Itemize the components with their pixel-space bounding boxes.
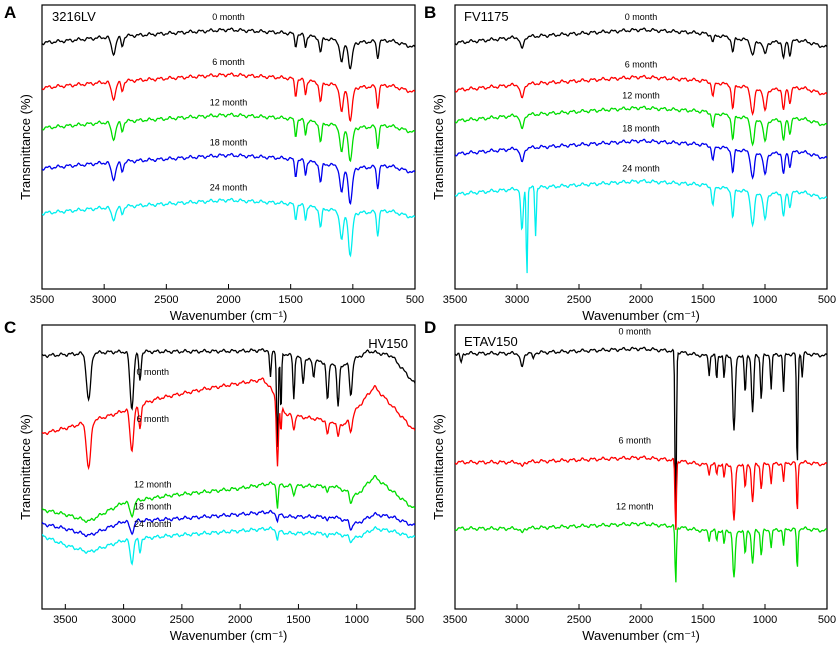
plot-frame [454, 4, 828, 290]
x-tick-label: 3000 [111, 614, 135, 626]
x-tick-label: 3000 [505, 614, 529, 626]
plot-frame [454, 324, 828, 610]
x-tick-label: 3000 [92, 294, 116, 306]
series-line-0-month [455, 346, 827, 528]
x-tick-label: 3000 [505, 294, 529, 306]
series-label: 6 month [619, 435, 652, 445]
x-axis-label: Wavenumber (cm⁻¹) [170, 308, 288, 323]
series-line-12-month [455, 105, 827, 147]
x-axis-label: Wavenumber (cm⁻¹) [170, 628, 288, 643]
series-line-24-month [42, 197, 415, 258]
sample-title: ETAV150 [464, 334, 518, 349]
x-tick-label: 3500 [443, 294, 467, 306]
series-line-18-month [42, 509, 415, 538]
panel-C: C HV150 3500 3000 2500 2000 1500 1000 500 Wavenum… [4, 318, 424, 643]
y-axis-label: Transmittance (%) [18, 94, 33, 200]
y-axis-label: Transmittance (%) [18, 414, 33, 520]
x-tick-label: 500 [406, 614, 424, 626]
x-tick-label: 2500 [170, 614, 194, 626]
series-line-18-month [455, 138, 827, 180]
series-label: 12 month [134, 479, 172, 489]
series-line-0-month [455, 27, 827, 60]
series-label: 24 month [210, 183, 248, 193]
series-label: 12 month [622, 90, 660, 100]
x-tick-label: 3500 [30, 294, 54, 306]
y-axis-label: Transmittance (%) [431, 94, 446, 200]
x-tick-label: 2500 [567, 294, 591, 306]
series-line-12-month [42, 112, 415, 163]
x-tick-label: 1000 [341, 294, 365, 306]
traces [42, 348, 415, 566]
x-tick-label: 1500 [278, 294, 302, 306]
series-label: 0 month [212, 12, 245, 22]
series-label: 18 month [210, 138, 248, 148]
series-line-6-month [455, 455, 827, 530]
series-label: 0 month [136, 367, 169, 377]
x-tick-label: 2000 [228, 614, 252, 626]
series-label: 6 month [625, 60, 658, 70]
panel-letter: C [4, 318, 16, 337]
panel-D: D ETAV150 3500 3000 2500 2000 1500 1000 500 Waven… [424, 318, 836, 643]
x-tick-label: 500 [406, 294, 424, 306]
series-line-0-month [42, 348, 415, 448]
x-axis-label: Wavenumber (cm⁻¹) [582, 308, 700, 323]
series-label: 12 month [616, 502, 654, 512]
series-label: 18 month [622, 123, 660, 133]
series-line-0-month [42, 27, 415, 70]
x-tick-label: 2500 [154, 294, 178, 306]
series-label: 18 month [134, 501, 172, 511]
x-tick-label: 3500 [443, 614, 467, 626]
x-tick-label: 2000 [216, 294, 240, 306]
series-label: 12 month [210, 97, 248, 107]
sample-title: FV1175 [464, 9, 509, 24]
series-line-6-month [42, 72, 415, 123]
x-tick-label: 1500 [691, 294, 715, 306]
x-tick-label: 500 [818, 614, 836, 626]
series-label: 6 month [136, 414, 169, 424]
x-tick-label: 1000 [344, 614, 368, 626]
x-tick-label: 1500 [286, 614, 310, 626]
series-label: 0 month [619, 326, 652, 336]
x-tick-label: 2000 [629, 614, 653, 626]
panel-B: B FV1175 3500 3000 2500 2000 1500 1000 500 Wavenu… [424, 3, 836, 323]
series-line-18-month [42, 152, 415, 205]
series-line-24-month [42, 525, 415, 566]
x-tick-label: 1500 [691, 614, 715, 626]
series-label: 6 month [212, 57, 245, 67]
traces [455, 27, 827, 274]
series-line-6-month [455, 74, 827, 116]
x-tick-label: 2000 [629, 294, 653, 306]
panel-letter: D [424, 318, 436, 337]
series-line-24-month [455, 178, 827, 274]
sample-title: 3216LV [52, 9, 96, 24]
series-line-6-month [42, 377, 415, 471]
x-tick-label: 3500 [53, 614, 77, 626]
x-axis-label: Wavenumber (cm⁻¹) [582, 628, 700, 643]
series-label: 24 month [134, 519, 172, 529]
x-tick-label: 500 [818, 294, 836, 306]
traces [455, 346, 827, 583]
x-tick-label: 1000 [753, 614, 777, 626]
x-tick-label: 1000 [753, 294, 777, 306]
panel-A: A 3216LV 3500 3000 2500 2000 1500 1000 500 Wavenu… [4, 3, 424, 323]
x-tick-label: 2500 [567, 614, 591, 626]
plot-frame [41, 324, 416, 610]
series-label: 0 month [625, 12, 658, 22]
series-label: 24 month [622, 164, 660, 174]
panel-letter: A [4, 3, 16, 22]
sample-title: HV150 [368, 336, 408, 351]
traces [42, 27, 415, 258]
y-axis-label: Transmittance (%) [431, 414, 446, 520]
series-line-12-month [42, 474, 415, 524]
panel-letter: B [424, 3, 436, 22]
series-line-12-month [455, 521, 827, 583]
